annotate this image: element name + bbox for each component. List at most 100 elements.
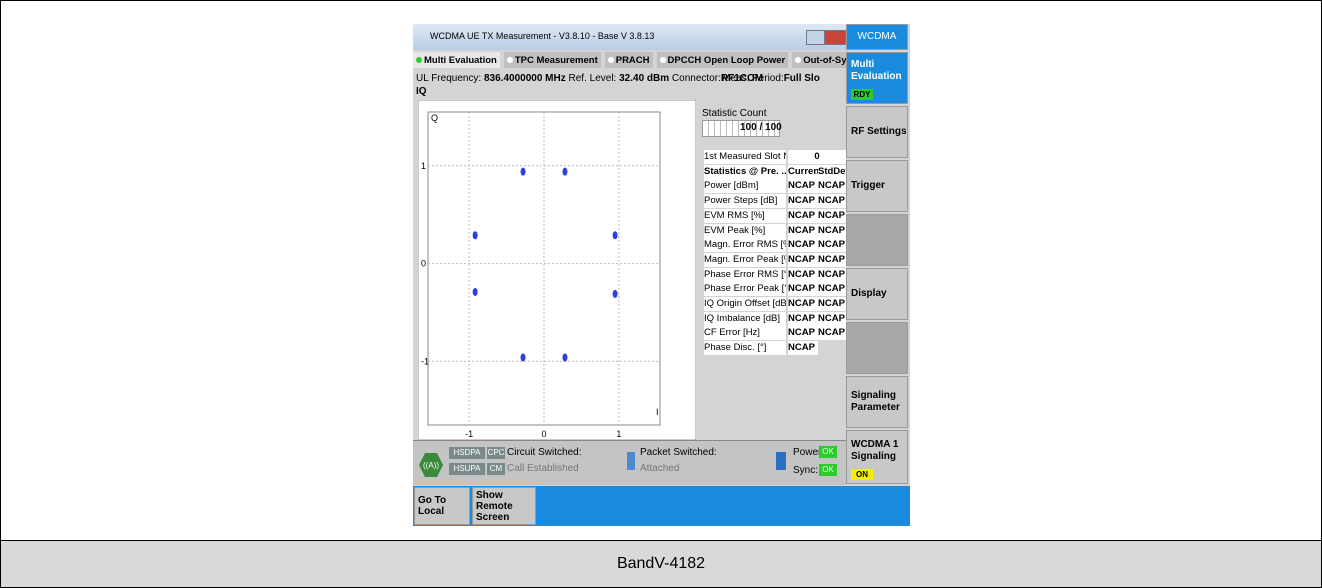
caption: BandV-4182 [616, 555, 706, 572]
tab[interactable]: DPCCH Open Loop Power [656, 52, 789, 68]
x-tick-label: -1 [465, 429, 473, 439]
table-cell: Power [dBm] [704, 179, 786, 194]
rdy-badge: RDY [851, 89, 873, 100]
tab-label: TPC Measurement [514, 54, 598, 66]
softkey-blank [846, 322, 908, 374]
x-tick-label: 0 [541, 429, 546, 439]
table-cell: NCAP [788, 311, 818, 326]
iq-point [562, 167, 568, 176]
table-cell: IQ Origin Offset [dB] [704, 297, 786, 311]
table-cell: NCAP [788, 194, 818, 209]
table-cell: NCAP [788, 208, 818, 223]
circuit-label: Circuit Switched: [507, 447, 582, 458]
badge: CM [487, 463, 505, 475]
info-line: UL Frequency: 836.4000000 MHz Ref. Level… [416, 73, 763, 84]
softkey[interactable]: Display [846, 268, 908, 320]
badge: HSUPA [449, 463, 485, 475]
table-cell: NCAP [818, 194, 846, 209]
power-state: OK [819, 446, 837, 458]
value: 32.40 dBm [619, 73, 670, 84]
table-cell: NCAP [788, 252, 818, 267]
packet-state: Attached [640, 463, 680, 474]
label: Ref. Level: [568, 73, 617, 84]
softkey[interactable]: Trigger [846, 160, 908, 212]
table-cell: NCAP [818, 282, 846, 297]
iq-point [472, 231, 478, 240]
table-cell: NCAP [818, 311, 846, 326]
table-cell: EVM RMS [%] [704, 208, 786, 223]
table-cell: CF Error [Hz] [704, 326, 786, 341]
tabs: Multi Evaluation TPC Measurement PRACH DPCC… [413, 52, 904, 68]
tab[interactable]: Multi Evaluation [413, 52, 500, 68]
softkey-header: WCDMA [846, 24, 908, 50]
iq-point [612, 231, 618, 240]
softkey-blank [846, 214, 908, 266]
sync-state: OK [819, 464, 837, 476]
table-cell: NCAP [788, 341, 818, 356]
statistic-label: Statistic Count [702, 108, 767, 119]
value: RF1COM [720, 73, 764, 84]
table-cell: NCAP [818, 179, 846, 194]
table-cell: NCAP [788, 238, 818, 253]
iq-point [520, 167, 526, 176]
y-tick-label: 1 [421, 161, 426, 171]
table-cell: NCAP [788, 297, 818, 311]
tab[interactable]: PRACH [604, 52, 653, 68]
close-button[interactable] [824, 30, 846, 45]
on-badge: ON [851, 469, 873, 480]
svg-text:((A)): ((A)) [423, 461, 439, 470]
x-tick-label: 1 [616, 429, 621, 439]
table-cell: NCAP [818, 223, 846, 238]
y-tick-label: 0 [421, 259, 426, 269]
tab[interactable]: TPC Measurement [503, 52, 601, 68]
packet-icon [627, 452, 635, 470]
tab-dot [506, 57, 513, 63]
signal-icon: ((A)) [419, 453, 443, 477]
y-axis-label: Q [431, 113, 438, 123]
table-header: Current [788, 164, 818, 179]
table-cell: NCAP [788, 267, 818, 282]
show-remote-button[interactable]: Show Remote Screen [472, 487, 536, 525]
table-cell: NCAP [818, 326, 846, 341]
table-cell: Phase Error Peak [°] [704, 282, 786, 297]
softkey[interactable]: Signaling Parameter [846, 376, 908, 428]
status-bar [413, 440, 846, 485]
table-cell: NCAP [788, 326, 818, 341]
table-cell: Phase Error RMS [°] [704, 267, 786, 282]
power-label: Power: [793, 447, 825, 458]
table-cell: NCAP [818, 267, 846, 282]
iq-point [562, 353, 568, 362]
tab-dot [659, 57, 666, 63]
minimize-button[interactable] [806, 30, 826, 45]
x-axis-label: I [656, 407, 659, 417]
phone-icon [776, 452, 786, 470]
table-cell: NCAP [788, 282, 818, 297]
iq-point [612, 289, 618, 298]
badge: CPC [487, 447, 505, 459]
tab-dot [416, 57, 422, 63]
statistic-bar [702, 120, 780, 137]
table-cell: IQ Imbalance [dB] [704, 311, 786, 326]
iq-plot: -1 0 1 -1 0 1 Q I [418, 100, 696, 440]
meas-period: Meas. Period:Full Slo [722, 73, 820, 84]
table-cell: NCAP [818, 252, 846, 267]
table-cell: NCAP [818, 297, 846, 311]
circuit-state: Call Established [507, 463, 579, 474]
value: 836.4000000 MHz [484, 73, 566, 84]
statistic-value: 100 / 100 [740, 122, 782, 133]
tab-label: Multi Evaluation [424, 54, 497, 66]
label: Connector: [671, 73, 721, 84]
title-bar [413, 24, 846, 50]
softkey[interactable]: RF Settings [846, 106, 908, 158]
table-cell: Magn. Error Peak [%] [704, 252, 786, 267]
tab-label: DPCCH Open Loop Power [667, 54, 786, 66]
go-to-local-button[interactable]: Go To Local [414, 487, 470, 525]
window-title: WCDMA UE TX Measurement - V3.8.10 - Base… [430, 31, 655, 41]
table-header: Statistics @ Pre. ... [704, 164, 786, 179]
badge: HSDPA [449, 447, 485, 459]
table-cell: NCAP [818, 208, 846, 223]
table-cell: NCAP [788, 223, 818, 238]
table-cell: EVM Peak [%] [704, 223, 786, 238]
table-header: StdDev [818, 164, 846, 179]
